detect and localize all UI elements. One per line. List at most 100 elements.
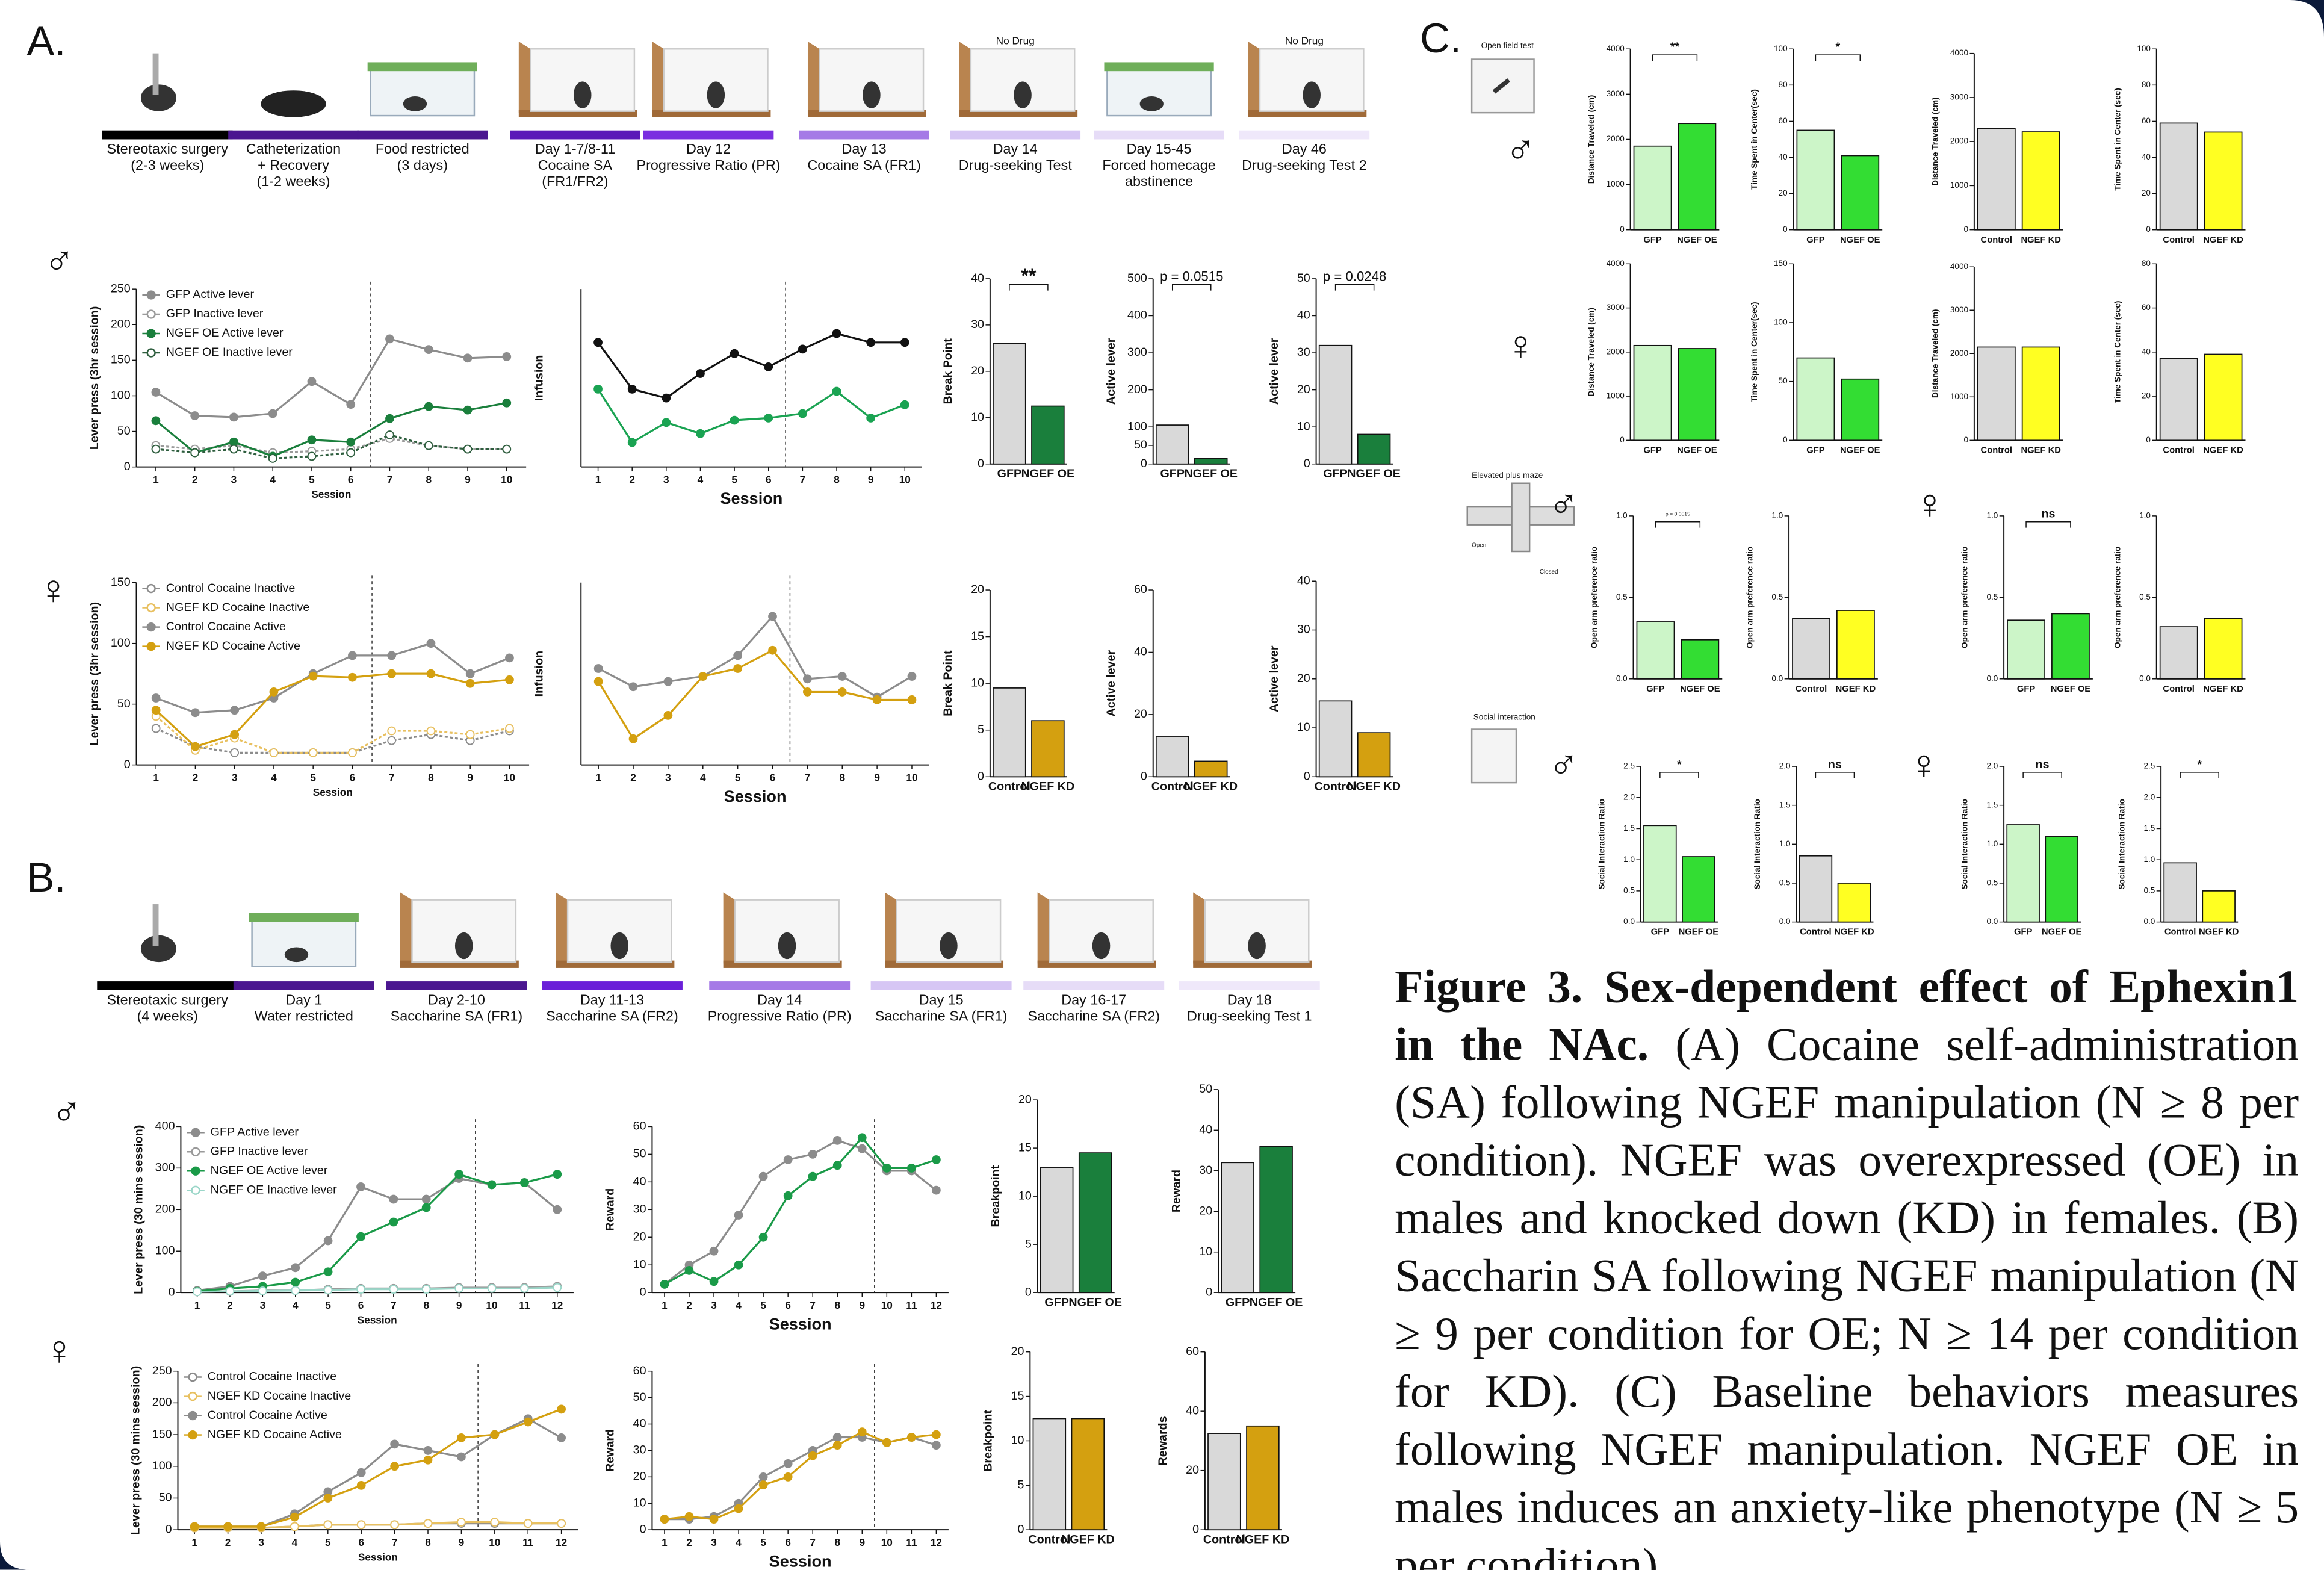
y-tick-label: 3000	[1950, 305, 1968, 314]
x-tick-label: GFP	[997, 467, 1021, 480]
y-axis-title: Time Spent in Center (sec)	[2113, 301, 2122, 403]
data-point	[758, 1472, 768, 1482]
timeline-bar	[1239, 130, 1370, 140]
y-tick-label: 2000	[1950, 137, 1968, 146]
data-point	[502, 398, 512, 408]
data-point	[593, 384, 603, 394]
timeline-label: Day 15	[919, 991, 964, 1007]
legend-label: NGEF KD Cocaine Active	[166, 639, 300, 653]
x-tick-label: 1	[595, 771, 601, 783]
data-point	[628, 734, 638, 743]
x-tick-label: 3	[231, 473, 237, 485]
y-tick-label: 0	[1783, 225, 1788, 234]
x-tick-label: Control	[2164, 928, 2196, 937]
x-tick-label: GFP	[1160, 467, 1184, 480]
x-tick-label: 9	[465, 473, 471, 485]
data-point	[229, 444, 238, 454]
x-tick-label: 3	[711, 1299, 717, 1311]
timeline-label: Day 14	[993, 141, 1038, 157]
data-point	[832, 1433, 842, 1442]
y-tick-label: 100	[1127, 420, 1147, 433]
icon-chamber	[1248, 41, 1260, 113]
data-point	[798, 344, 807, 354]
y-tick-label: 0	[124, 460, 131, 473]
data-point	[857, 1144, 867, 1153]
data-point	[593, 677, 603, 686]
legend-marker	[146, 622, 156, 632]
y-tick-label: 0	[1620, 225, 1625, 234]
data-point	[900, 338, 909, 347]
bar	[2202, 890, 2236, 923]
sex-symbol: ♂	[1548, 742, 1579, 788]
icon-mouse	[284, 947, 309, 963]
timeline-bar	[1094, 130, 1224, 140]
series-line	[155, 727, 510, 754]
bar	[1796, 357, 1835, 441]
y-tick-label: 1.0	[1986, 510, 1998, 520]
significance-bracket	[1659, 772, 1699, 778]
series-line	[197, 1286, 557, 1293]
y-tick-label: 1.0	[1986, 839, 1998, 848]
data-point	[696, 429, 705, 438]
icon-chamber	[885, 892, 897, 964]
data-point	[465, 730, 475, 739]
timeline-label: Day 13	[842, 141, 887, 157]
data-point	[900, 400, 909, 409]
x-tick-label: GFP	[1651, 928, 1670, 937]
timeline-bar	[386, 981, 527, 990]
data-point	[385, 334, 394, 344]
bar	[1357, 732, 1391, 778]
y-tick-label: 50	[1779, 376, 1788, 385]
significance-label: **	[1021, 265, 1036, 287]
y-tick-label: 0	[1025, 1285, 1032, 1299]
y-tick-label: 0.0	[1986, 917, 1998, 926]
significance-bracket	[2022, 772, 2062, 778]
icon-mouse	[140, 935, 177, 963]
legend-marker	[146, 329, 156, 338]
bar	[2204, 618, 2243, 680]
significance-label: **	[1670, 40, 1680, 54]
timeline-label: (2-3 weeks)	[131, 157, 204, 173]
data-point	[356, 1182, 365, 1191]
data-point	[387, 726, 397, 736]
data-point	[424, 345, 433, 355]
x-tick-label: 5	[325, 1299, 331, 1311]
y-tick-label: 40	[633, 1175, 646, 1188]
legend-label: NGEF OE Inactive lever	[211, 1183, 338, 1196]
x-axis-title: Session	[311, 488, 351, 500]
data-point	[389, 1194, 398, 1204]
data-point	[463, 353, 473, 363]
y-tick-label: 0	[1192, 1522, 1199, 1536]
data-point	[291, 1277, 300, 1287]
data-point	[907, 695, 917, 704]
bar	[2007, 619, 2045, 680]
data-point	[348, 672, 357, 682]
y-tick-label: 2000	[1607, 134, 1625, 143]
timeline-bar	[643, 130, 774, 140]
legend-marker	[146, 348, 156, 358]
y-tick-label: 0.5	[1986, 878, 1998, 887]
data-point	[866, 414, 876, 423]
y-axis-title: Active lever	[1268, 338, 1281, 405]
test-label: Open field test	[1481, 41, 1534, 50]
x-tick-label: 7	[392, 1536, 398, 1548]
x-tick-label: Control	[1981, 445, 2013, 455]
legend-label: GFP Inactive lever	[166, 307, 264, 320]
data-point	[502, 352, 512, 361]
y-tick-label: 250	[152, 1364, 172, 1377]
x-tick-label: 6	[358, 1299, 364, 1311]
bar	[1318, 700, 1353, 778]
bar	[2163, 862, 2197, 923]
icon-chamber	[556, 892, 568, 964]
y-tick-label: 4000	[1607, 44, 1625, 53]
timeline-label: Day 18	[1227, 991, 1272, 1007]
icon-mouse	[778, 932, 796, 960]
x-tick-label: 6	[358, 1536, 364, 1548]
data-point	[733, 651, 743, 660]
timeline-label: Day 46	[1282, 141, 1327, 157]
data-point	[882, 1163, 891, 1173]
x-tick-label: NGEF OE	[1677, 235, 1717, 245]
icon-social	[1470, 728, 1517, 784]
legend-marker	[146, 309, 156, 319]
data-point	[291, 1286, 300, 1295]
